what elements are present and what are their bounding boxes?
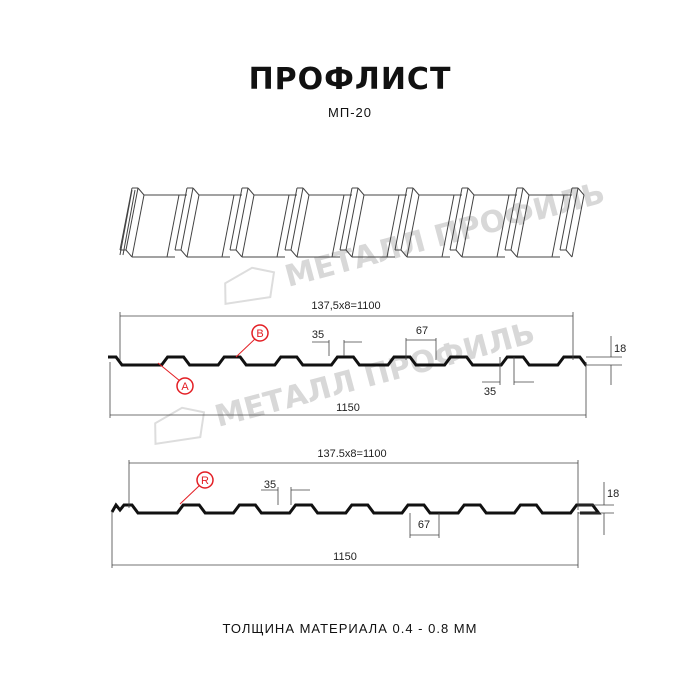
valley-gap-label: 67	[416, 325, 428, 337]
sheet-edge	[174, 187, 188, 251]
marker-r	[196, 471, 214, 489]
sheet-edge	[241, 194, 255, 258]
sheet-edge	[565, 249, 573, 258]
sheet-edge	[235, 187, 249, 251]
sheet-edge	[345, 187, 359, 251]
sheet-edge	[276, 194, 290, 258]
sheet-edge	[522, 187, 530, 196]
sheet-edge	[180, 249, 188, 258]
sheet-edge	[247, 187, 255, 196]
sheet-edge	[284, 187, 298, 251]
sheet-edge	[119, 187, 133, 251]
sheet-edge	[571, 194, 585, 258]
sheet-edge	[406, 194, 420, 258]
sheet-edge	[186, 194, 200, 258]
sheet-edge	[400, 187, 414, 251]
sheet-edge	[229, 187, 243, 251]
pitch-label: 137.5x8=1100	[317, 448, 386, 460]
marker-a	[176, 377, 194, 395]
marker-r-label: R	[201, 475, 209, 487]
crest-width-label: 35	[312, 329, 324, 341]
watermark-text: МЕТАЛЛ ПРОФИЛЬ	[281, 176, 608, 295]
page-title: ПРОФЛИСТ	[248, 62, 452, 97]
pitch-label: 137,5x8=1100	[311, 300, 380, 312]
height-label: 18	[614, 343, 626, 355]
sheet-edge	[125, 187, 139, 251]
total-width-label: 1150	[336, 402, 360, 414]
sheet-edge	[504, 187, 518, 251]
valley-gap-label: 67	[418, 519, 430, 531]
sheet-edge	[125, 249, 133, 258]
profile-a-line	[108, 355, 587, 367]
sheet-3d-view	[119, 187, 585, 258]
sheet-edge	[331, 194, 345, 258]
sheet-edge	[455, 249, 463, 258]
sheet-edge	[394, 187, 408, 251]
sheet-edge	[180, 187, 194, 251]
crest-width-label: 35	[264, 479, 276, 491]
sheet-edge	[565, 187, 579, 251]
sheet-edge	[467, 187, 475, 196]
sheet-edge	[122, 189, 136, 256]
sheet-edge	[461, 194, 475, 258]
profile-r-line	[110, 502, 602, 515]
sheet-edge	[131, 194, 145, 258]
sheet-edge	[166, 194, 180, 258]
sheet-edge	[137, 187, 145, 196]
sheet-edge	[412, 187, 420, 196]
sheet-edge	[455, 187, 469, 251]
sheet-edge	[351, 194, 365, 258]
page-subtitle: МП-20	[328, 105, 372, 120]
sheet-edge	[510, 187, 524, 251]
sheet-edge	[441, 194, 455, 258]
sheet-edge	[496, 194, 510, 258]
sheet-edge	[290, 249, 298, 258]
sheet-edge	[400, 249, 408, 258]
profile-a: 137,5x8=1100 1150 35 67 35 18 B A	[108, 300, 626, 418]
sheet-edge	[221, 194, 235, 258]
sheet-edge	[290, 187, 304, 251]
height-label: 18	[607, 488, 619, 500]
marker-b-label: B	[256, 328, 263, 340]
sheet-edge	[235, 249, 243, 258]
sheet-edge	[296, 194, 310, 258]
sheet-edge	[577, 187, 585, 196]
bottom-width-label: 35	[484, 386, 496, 398]
profile-r: 137.5x8=1100 1150 35 67 18 R	[110, 448, 619, 568]
sheet-edge	[302, 187, 310, 196]
marker-a-label: A	[181, 381, 189, 393]
sheet-edge	[357, 187, 365, 196]
sheet-edge	[386, 194, 400, 258]
sheet-edge	[510, 249, 518, 258]
material-thickness-note: ТОЛЩИНА МАТЕРИАЛА 0.4 - 0.8 ММ	[222, 621, 478, 636]
watermark-2: МЕТАЛЛ ПРОФИЛЬ	[154, 316, 539, 446]
sheet-edge	[516, 194, 530, 258]
sheet-edge	[551, 194, 565, 258]
sheet-edge	[339, 187, 353, 251]
total-width-label: 1150	[333, 551, 357, 563]
sheet-edge	[449, 187, 463, 251]
sheet-edge	[559, 187, 573, 251]
sheet-edge	[192, 187, 200, 196]
marker-b	[251, 324, 269, 342]
sheet-edge	[345, 249, 353, 258]
